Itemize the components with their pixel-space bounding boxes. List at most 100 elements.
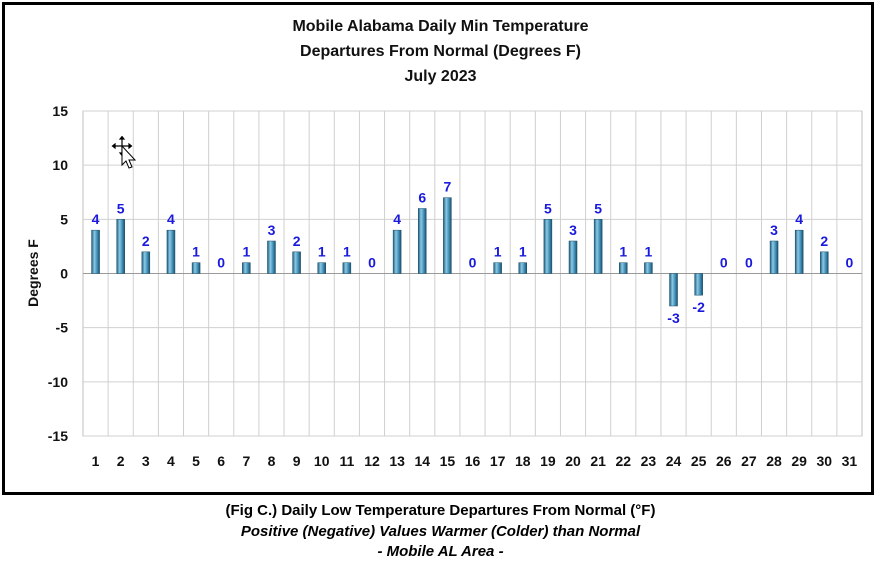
x-tick-label: 1 [92, 453, 100, 469]
bar [769, 240, 779, 274]
data-label: 4 [167, 211, 175, 227]
x-tick-label: 7 [242, 453, 250, 469]
x-tick-label: 15 [440, 453, 456, 469]
data-label: 4 [92, 211, 100, 227]
x-tick-label: 12 [364, 453, 380, 469]
data-label: 1 [519, 244, 527, 260]
data-label: 5 [594, 200, 602, 216]
bar [794, 229, 804, 274]
bar [191, 262, 201, 274]
x-tick-label: 3 [142, 453, 150, 469]
x-tick-label: 9 [293, 453, 301, 469]
y-tick-label: -15 [48, 428, 68, 444]
x-tick-label: 23 [641, 453, 657, 469]
data-labels: 4 5 2 4 1 0 1 3 2 1 1 0 4 6 7 0 1 1 5 3 5 1 1 -3 -2 0 0 3 4 2 0 [92, 179, 854, 326]
x-tick-label: 5 [192, 453, 200, 469]
x-tick-label: 22 [615, 453, 631, 469]
x-tick-label: 20 [565, 453, 581, 469]
y-tick-labels: 15 10 5 0 -5 -10 -15 [48, 103, 68, 444]
bar [644, 262, 653, 274]
x-tick-label: 29 [791, 453, 807, 469]
data-label: 4 [393, 211, 401, 227]
x-tick-label: 4 [167, 453, 175, 469]
data-label: 1 [494, 244, 502, 260]
data-label: -2 [692, 299, 705, 315]
data-label: 7 [443, 179, 451, 195]
x-tick-label: 30 [817, 453, 833, 469]
x-tick-label: 31 [842, 453, 858, 469]
bar [543, 219, 553, 274]
data-label: 4 [795, 211, 803, 227]
data-label: 0 [720, 255, 728, 271]
bar [694, 273, 703, 296]
bar [242, 262, 251, 274]
x-tick-label: 6 [217, 453, 225, 469]
bar [91, 229, 100, 274]
bar [267, 240, 276, 274]
x-tick-label: 18 [515, 453, 531, 469]
horizontal-gridlines [83, 110, 862, 437]
caption-line-2: Positive (Negative) Values Warmer (Colde… [240, 523, 641, 540]
data-label: 2 [820, 233, 828, 249]
data-label: 0 [469, 255, 477, 271]
x-tick-label: 8 [268, 453, 276, 469]
data-label: 1 [645, 244, 653, 260]
data-label: 3 [770, 222, 778, 238]
data-label: 5 [544, 200, 552, 216]
x-tick-label: 28 [766, 453, 782, 469]
x-tick-label: 27 [741, 453, 757, 469]
y-axis-label: Degrees F [25, 239, 41, 307]
chart-title-line-1: Mobile Alabama Daily Min Temperature [292, 18, 589, 35]
y-tick-label: 10 [52, 157, 68, 173]
bar [166, 229, 176, 274]
move-cursor-icon [110, 134, 137, 169]
y-tick-label: 5 [60, 211, 68, 227]
data-label: 1 [318, 244, 326, 260]
x-tick-label: 19 [540, 453, 556, 469]
x-tick-label: 14 [414, 453, 430, 469]
bar [116, 219, 125, 274]
y-tick-label: -10 [48, 374, 68, 390]
y-tick-label: 0 [60, 266, 68, 282]
data-label: 6 [418, 190, 426, 206]
x-tick-label: 2 [117, 453, 125, 469]
caption-line-1: (Fig C.) Daily Low Temperature Departure… [225, 502, 656, 519]
bar [392, 229, 402, 274]
x-tick-labels: 1 2 3 4 5 6 7 8 9 10 11 12 13 14 15 16 17 18 19 20 21 22 23 24 2… [92, 453, 858, 469]
x-tick-label: 25 [691, 453, 707, 469]
y-tick-label: -5 [56, 320, 69, 336]
data-label: 1 [192, 244, 200, 260]
x-tick-label: 11 [339, 453, 354, 469]
bar [342, 262, 352, 274]
bar [493, 262, 502, 274]
bar [518, 262, 528, 274]
x-tick-label: 26 [716, 453, 732, 469]
data-label: 2 [142, 233, 150, 249]
data-label: 1 [619, 244, 627, 260]
caption-line-3: - Mobile AL Area - [377, 543, 504, 560]
x-tick-label: 16 [465, 453, 481, 469]
chart-title-line-3: July 2023 [404, 68, 477, 85]
bar [669, 273, 678, 307]
data-label: 0 [745, 255, 753, 271]
data-label: 3 [268, 222, 276, 238]
x-tick-label: 13 [389, 453, 405, 469]
bar [317, 262, 326, 274]
x-tick-label: 10 [314, 453, 330, 469]
bar [292, 251, 301, 274]
data-label: 0 [846, 255, 854, 271]
data-label: 0 [217, 255, 225, 271]
bar [619, 262, 628, 274]
bar [820, 251, 829, 274]
bar [593, 219, 603, 274]
bar [417, 208, 427, 274]
x-tick-label: 21 [590, 453, 606, 469]
data-label: 2 [293, 233, 301, 249]
chart-title-line-2: Departures From Normal (Degrees F) [300, 43, 581, 60]
bar [443, 197, 452, 274]
data-label: 1 [242, 244, 250, 260]
data-label: 3 [569, 222, 577, 238]
data-label: -3 [667, 310, 680, 326]
data-label: 5 [117, 200, 125, 216]
